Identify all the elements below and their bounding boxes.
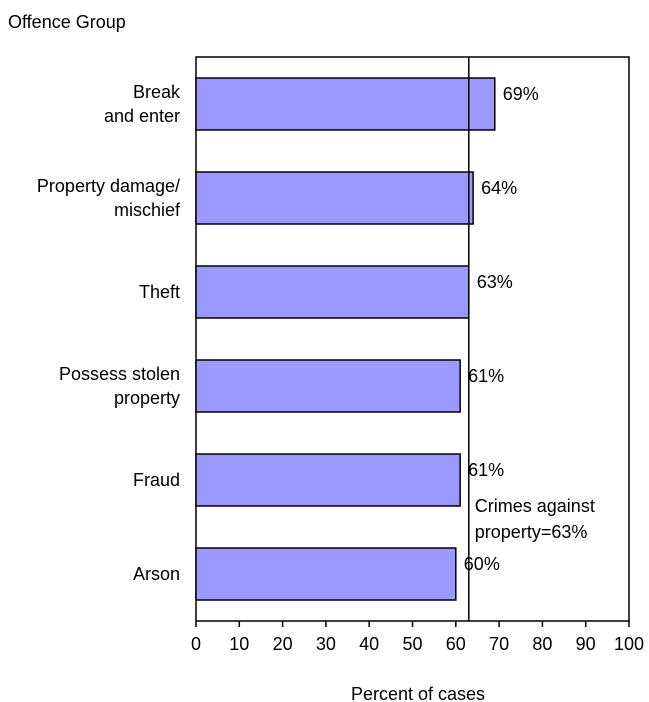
bar xyxy=(195,359,461,413)
x-tick-label: 20 xyxy=(273,634,293,654)
category-label: Possess stolen xyxy=(59,364,180,384)
bar xyxy=(195,171,474,225)
category-label: Fraud xyxy=(133,470,180,490)
data-label: 64% xyxy=(481,178,517,198)
category-label: Property damage/ xyxy=(37,176,180,196)
x-axis-label: Percent of cases xyxy=(351,684,485,702)
bar xyxy=(195,77,496,131)
bar xyxy=(195,265,470,319)
category-label: Arson xyxy=(133,564,180,584)
x-tick-label: 10 xyxy=(229,634,249,654)
y-axis-title: Offence Group xyxy=(8,12,126,32)
x-tick-label: 0 xyxy=(191,634,201,654)
bar xyxy=(195,453,461,507)
x-tick-label: 40 xyxy=(359,634,379,654)
x-tick-label: 30 xyxy=(316,634,336,654)
x-tick-label: 70 xyxy=(489,634,509,654)
data-label: 61% xyxy=(468,366,504,386)
labels-layer: Break and enter 69% Property damage/mischie… xyxy=(37,82,539,584)
x-tick-label: 50 xyxy=(402,634,422,654)
data-label: 69% xyxy=(503,84,539,104)
category-label: Break xyxy=(133,82,181,102)
data-label: 61% xyxy=(468,460,504,480)
category-label: Theft xyxy=(139,282,180,302)
reference-line-label: Crimes against xyxy=(475,496,595,516)
category-label: and enter xyxy=(104,106,180,126)
ticks-layer: 0 10 20 30 40 50 60 70 80 90 100 xyxy=(191,621,644,654)
bars-layer xyxy=(195,77,496,601)
bar xyxy=(195,547,457,601)
x-tick-label: 90 xyxy=(576,634,596,654)
reference-line-label: property=63% xyxy=(475,522,588,542)
category-label: property xyxy=(114,388,180,408)
category-label: mischief xyxy=(114,200,181,220)
x-tick-label: 100 xyxy=(614,634,644,654)
data-label: 63% xyxy=(477,272,513,292)
x-tick-label: 60 xyxy=(446,634,466,654)
x-tick-label: 80 xyxy=(532,634,552,654)
reference-layer: Crimes against property=63% xyxy=(468,57,595,621)
data-label: 60% xyxy=(464,554,500,574)
